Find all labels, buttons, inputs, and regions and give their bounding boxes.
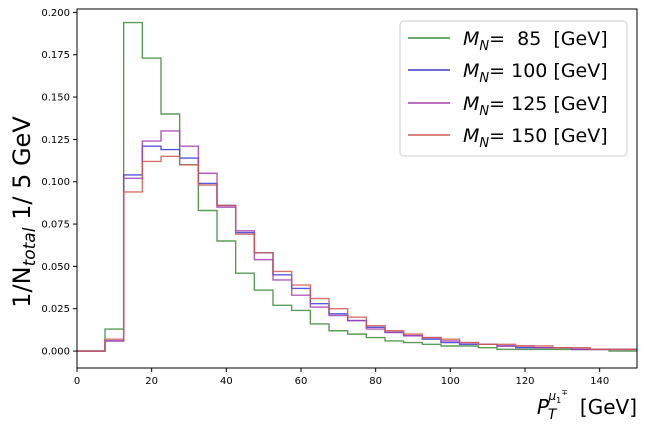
legend-sub-mn125: N <box>479 104 489 119</box>
series-line-2 <box>77 130 637 352</box>
x-axis-title-sup-sub: 1 <box>556 396 561 405</box>
x-axis-title-sup: μ <box>547 389 556 403</box>
y-tick-label: 0.025 <box>41 304 70 315</box>
legend-label-mn85: MN= 85 [GeV] <box>463 28 608 54</box>
series-layer <box>77 21 637 352</box>
legend-sym-mn85: M <box>463 28 479 50</box>
legend-box <box>399 20 628 157</box>
y-tick-label: 0.075 <box>41 220 70 231</box>
x-tick-label: 80 <box>369 376 382 387</box>
legend-value-mn150: = 150 [GeV] <box>489 125 608 147</box>
legend-sub-mn100: N <box>479 71 489 86</box>
y-axis-title: 1/Ntotal 1/ 5 GeV <box>8 116 40 308</box>
legend-sub-mn85: N <box>479 39 489 54</box>
legend-entry-mn85: MN= 85 [GeV] <box>408 28 608 54</box>
y-tick-label: 0.050 <box>41 262 70 273</box>
x-tick-label: 140 <box>590 376 609 387</box>
legend-sym-mn100: M <box>463 60 479 82</box>
legend-value-mn85: = 85 [GeV] <box>489 28 608 50</box>
y-tick-label: 0.100 <box>41 177 70 188</box>
x-axis-title: PTμ1∓ [GeV] <box>537 388 637 423</box>
y-tick-label: 0.150 <box>41 93 70 104</box>
x-tick-label: 0 <box>74 376 80 387</box>
x-axis-ticks: 0 20 40 60 80 100 120 140 <box>74 368 609 387</box>
legend-entry-mn100: MN= 100 [GeV] <box>408 60 608 86</box>
y-axis-ticks: 0.000 0.025 0.050 0.075 0.100 0.125 0.150 0.175… <box>41 8 77 358</box>
y-tick-label: 0.200 <box>41 8 70 19</box>
legend-label-mn125: MN= 125 [GeV] <box>463 93 608 119</box>
legend-sym-mn125: M <box>463 93 479 115</box>
legend-sub-mn150: N <box>479 136 489 151</box>
legend-value-mn100: = 100 [GeV] <box>489 60 608 82</box>
y-tick-label: 0.000 <box>41 347 70 358</box>
x-tick-label: 40 <box>220 376 233 387</box>
legend-value-mn125: = 125 [GeV] <box>489 93 608 115</box>
x-tick-label: 60 <box>295 376 308 387</box>
legend-sym-mn150: M <box>463 125 479 147</box>
y-tick-label: 0.125 <box>41 135 70 146</box>
x-axis-title-sub: T <box>548 407 558 423</box>
x-tick-label: 100 <box>441 376 460 387</box>
series-line-0 <box>77 21 637 352</box>
y-axis-title-rest: 1/ 5 GeV <box>8 116 36 228</box>
series-line-3 <box>77 155 637 352</box>
legend-entry-mn150: MN= 150 [GeV] <box>408 125 608 151</box>
x-tick-label: 120 <box>515 376 534 387</box>
x-tick-label: 20 <box>145 376 158 387</box>
legend-entry-mn125: MN= 125 [GeV] <box>408 93 608 119</box>
y-tick-label: 0.175 <box>41 50 70 61</box>
legend: MN= 85 [GeV] MN= 100 [GeV] MN= 125 [GeV]… <box>399 20 628 157</box>
y-axis-title-main: 1/N <box>8 266 36 307</box>
legend-label-mn150: MN= 150 [GeV] <box>463 125 608 151</box>
x-axis-title-unit: [GeV] <box>580 395 637 419</box>
plot-frame <box>76 8 638 369</box>
x-axis-title-sup-sup: ∓ <box>561 388 568 397</box>
x-axis-title-main: P <box>537 395 550 419</box>
y-axis-title-sub: total <box>20 227 40 266</box>
legend-label-mn100: MN= 100 [GeV] <box>463 60 608 86</box>
